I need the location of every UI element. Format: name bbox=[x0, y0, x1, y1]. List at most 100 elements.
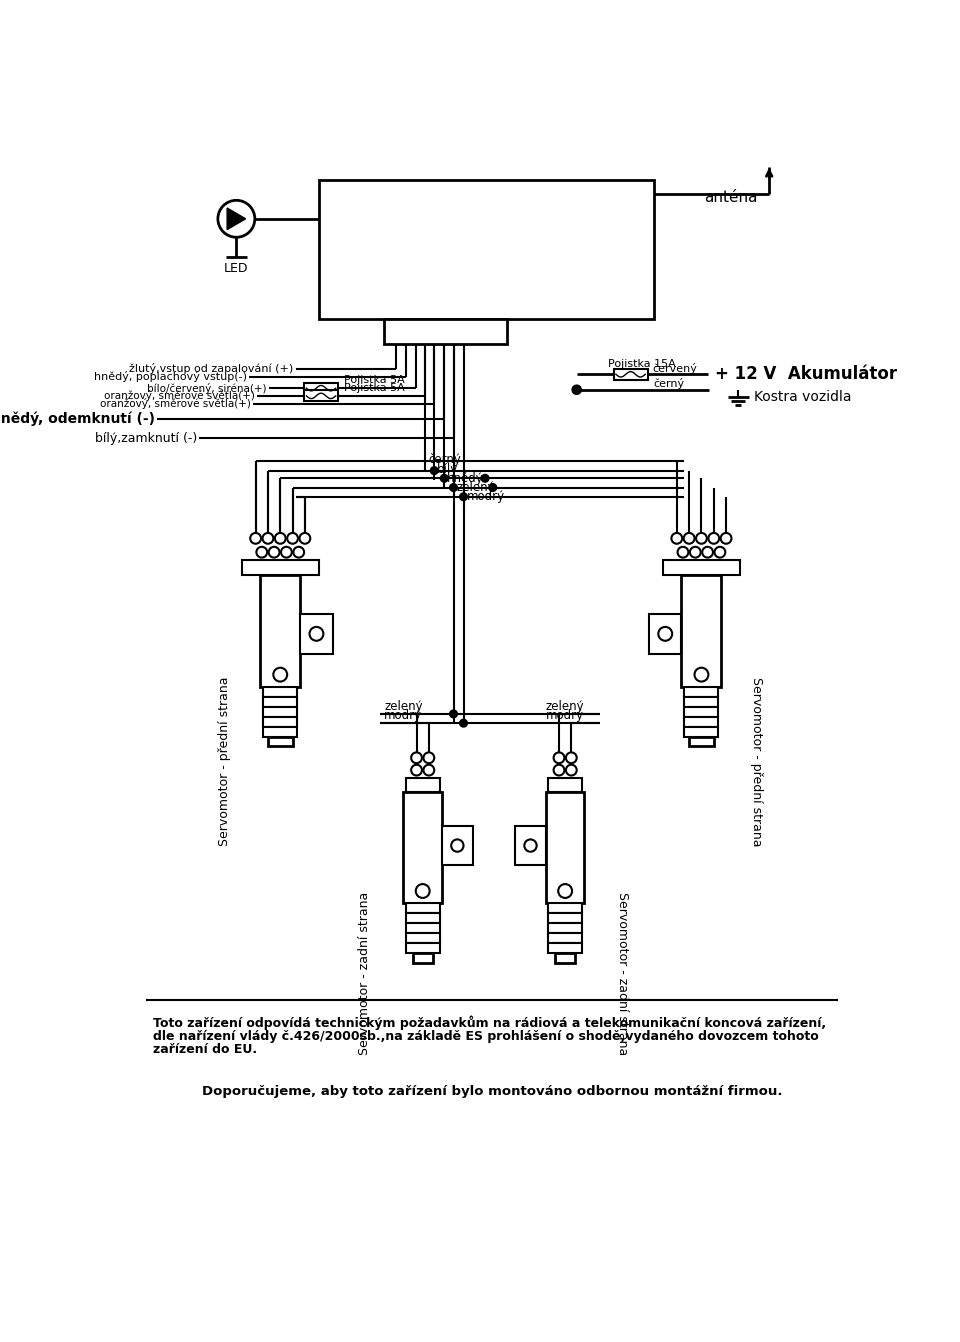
Circle shape bbox=[659, 627, 672, 640]
Text: černý: černý bbox=[428, 454, 461, 466]
Text: modrý: modrý bbox=[467, 490, 505, 503]
Bar bbox=[649, 613, 682, 654]
Bar bbox=[406, 903, 440, 914]
Circle shape bbox=[300, 533, 310, 544]
Bar bbox=[548, 778, 582, 792]
Bar bbox=[406, 914, 440, 923]
Bar bbox=[242, 560, 319, 576]
Text: žlutý,vstup od zapalování (+): žlutý,vstup od zapalování (+) bbox=[129, 364, 294, 374]
Bar bbox=[406, 778, 440, 792]
Bar bbox=[406, 933, 440, 943]
Bar bbox=[263, 727, 298, 737]
Bar bbox=[684, 707, 718, 717]
Circle shape bbox=[684, 533, 694, 544]
Circle shape bbox=[671, 533, 683, 544]
Bar bbox=[548, 903, 582, 914]
Bar bbox=[263, 696, 298, 707]
Text: zelený: zelený bbox=[457, 480, 495, 494]
Text: Servomotor - přední strana: Servomotor - přední strana bbox=[751, 676, 763, 847]
Circle shape bbox=[708, 533, 719, 544]
Bar bbox=[684, 696, 718, 707]
Circle shape bbox=[449, 483, 457, 491]
Bar bbox=[684, 687, 718, 696]
Bar bbox=[548, 923, 582, 933]
Bar bbox=[260, 576, 300, 687]
Circle shape bbox=[572, 385, 582, 395]
Text: hnědý, odemknutí (-): hnědý, odemknutí (-) bbox=[0, 412, 155, 427]
Text: bílo/červený, siréna(+): bílo/červený, siréna(+) bbox=[147, 382, 266, 393]
Circle shape bbox=[694, 668, 708, 682]
Circle shape bbox=[294, 546, 304, 557]
Bar bbox=[406, 923, 440, 933]
Bar bbox=[304, 382, 338, 393]
Text: zařízení do EU.: zařízení do EU. bbox=[154, 1044, 257, 1056]
Text: modrý: modrý bbox=[384, 709, 422, 722]
Circle shape bbox=[714, 546, 726, 557]
Circle shape bbox=[460, 493, 468, 501]
Circle shape bbox=[251, 533, 261, 544]
Text: Toto zařízení odpovídá technickým požadavkům na rádiová a telekomunikační koncov: Toto zařízení odpovídá technickým požada… bbox=[154, 1016, 827, 1031]
Bar bbox=[682, 576, 722, 687]
Bar bbox=[684, 727, 718, 737]
Bar bbox=[613, 369, 648, 380]
Text: zelený: zelený bbox=[546, 699, 585, 713]
Circle shape bbox=[489, 483, 496, 491]
Bar bbox=[413, 953, 433, 962]
Text: bílý,zamknutí (-): bílý,zamknutí (-) bbox=[95, 432, 197, 444]
Circle shape bbox=[481, 475, 489, 482]
Text: oranžový, směrové světla(+): oranžový, směrové světla(+) bbox=[100, 399, 251, 409]
Bar bbox=[319, 180, 654, 319]
Circle shape bbox=[690, 546, 701, 557]
Text: Servomotor - přední strana: Servomotor - přední strana bbox=[218, 676, 231, 847]
Circle shape bbox=[274, 668, 287, 682]
Circle shape bbox=[524, 839, 537, 852]
Bar bbox=[304, 391, 338, 401]
Bar bbox=[548, 914, 582, 923]
Text: anténa: anténa bbox=[704, 191, 757, 205]
Text: Doporučujeme, aby toto zařízení bylo montováno odbornou montážní firmou.: Doporučujeme, aby toto zařízení bylo mon… bbox=[202, 1086, 782, 1098]
Text: oranžový, směrové světla(+): oranžový, směrové světla(+) bbox=[104, 391, 254, 401]
Circle shape bbox=[565, 753, 577, 764]
Bar bbox=[384, 319, 508, 344]
Polygon shape bbox=[228, 208, 246, 229]
Text: Pojistka 5A: Pojistka 5A bbox=[344, 376, 405, 385]
Text: Pojistka 15A: Pojistka 15A bbox=[608, 360, 675, 369]
Text: Servomotor - zadní strana: Servomotor - zadní strana bbox=[358, 892, 372, 1055]
Bar bbox=[403, 792, 442, 903]
Text: bílý: bílý bbox=[438, 463, 459, 475]
Circle shape bbox=[678, 546, 688, 557]
Circle shape bbox=[554, 765, 564, 776]
Circle shape bbox=[423, 753, 434, 764]
Bar bbox=[684, 717, 718, 727]
Text: černý: černý bbox=[654, 378, 684, 389]
Bar bbox=[663, 560, 740, 576]
Circle shape bbox=[275, 533, 286, 544]
Circle shape bbox=[416, 884, 430, 898]
Circle shape bbox=[696, 533, 707, 544]
Circle shape bbox=[554, 753, 564, 764]
Bar bbox=[516, 827, 546, 864]
Text: + 12 V  Akumulátor: + 12 V Akumulátor bbox=[715, 365, 898, 384]
Circle shape bbox=[269, 546, 279, 557]
Circle shape bbox=[218, 200, 254, 238]
Text: modrý: modrý bbox=[546, 709, 584, 722]
Bar bbox=[263, 717, 298, 727]
Bar bbox=[263, 687, 298, 696]
Circle shape bbox=[558, 884, 572, 898]
Circle shape bbox=[281, 546, 292, 557]
Circle shape bbox=[721, 533, 732, 544]
Circle shape bbox=[256, 546, 267, 557]
Text: hnědý, poplachový vstup(-): hnědý, poplachový vstup(-) bbox=[94, 372, 247, 382]
Circle shape bbox=[262, 533, 274, 544]
Circle shape bbox=[411, 753, 422, 764]
Circle shape bbox=[702, 546, 713, 557]
Bar bbox=[555, 953, 575, 962]
Text: zelený: zelený bbox=[384, 699, 422, 713]
Bar bbox=[548, 943, 582, 953]
Bar bbox=[689, 737, 713, 746]
Circle shape bbox=[309, 627, 324, 640]
Text: Pojistka 5A: Pojistka 5A bbox=[344, 384, 405, 393]
Circle shape bbox=[430, 467, 438, 475]
Bar bbox=[268, 737, 293, 746]
Bar bbox=[548, 933, 582, 943]
